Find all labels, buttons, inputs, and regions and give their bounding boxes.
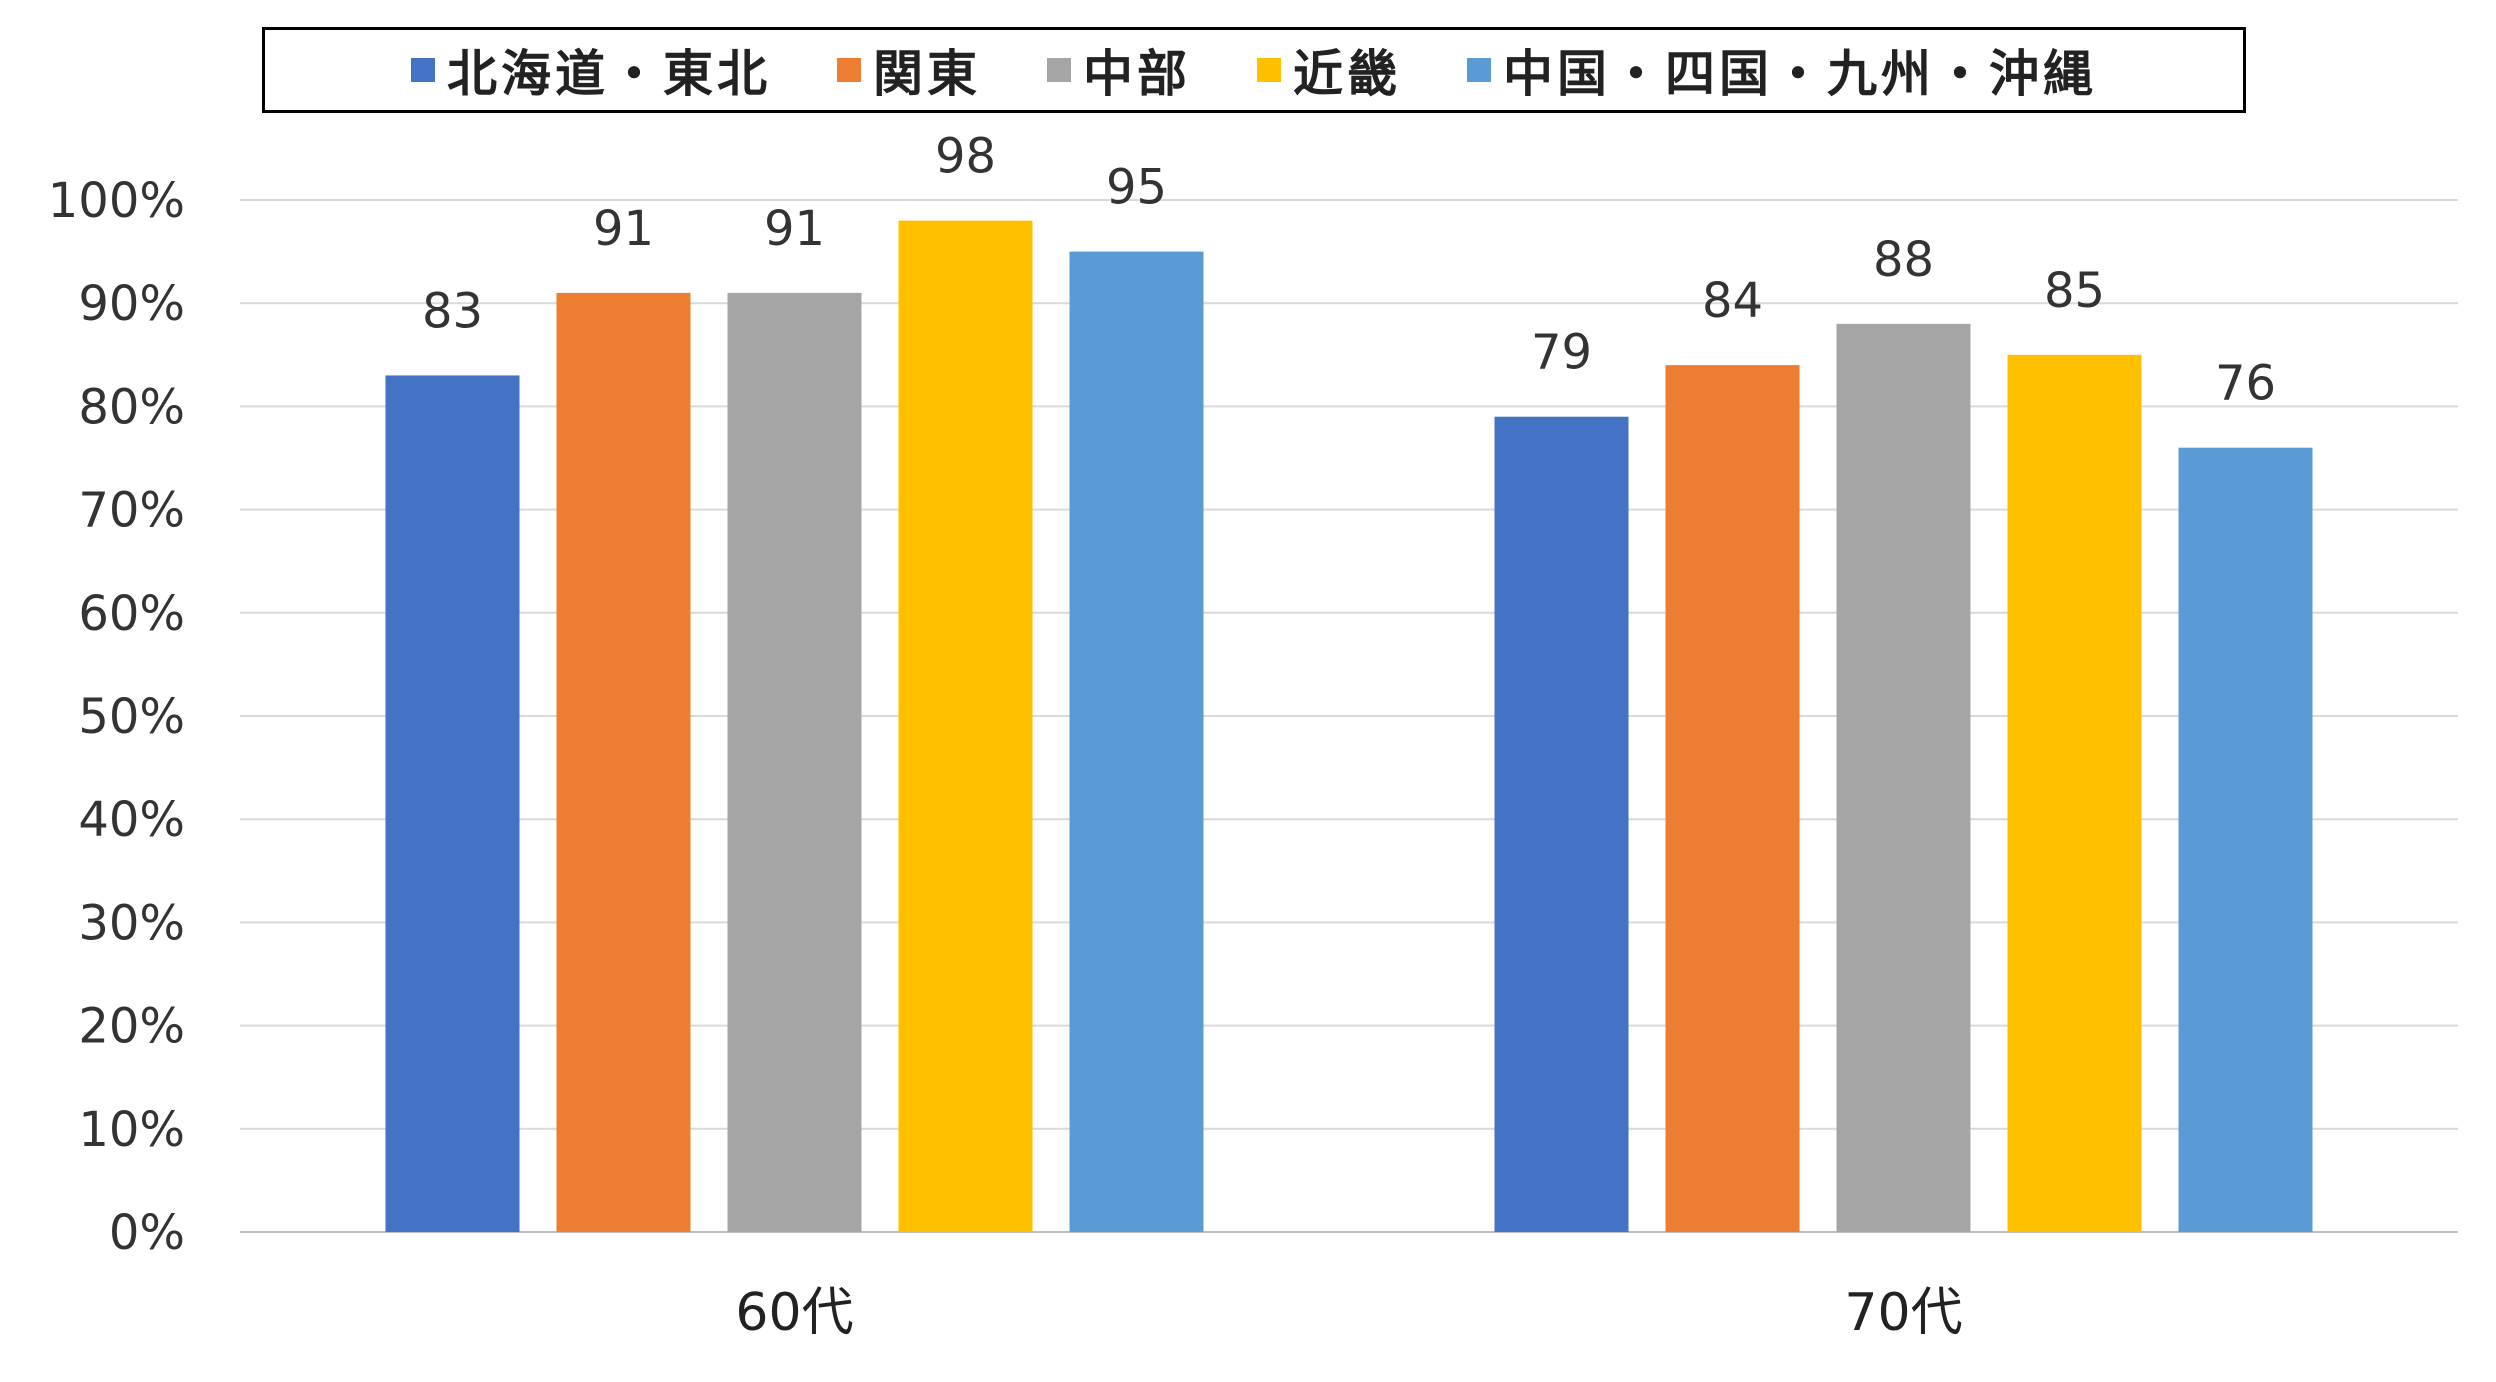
x-axis-categories: 60代 70代 [735, 1283, 1962, 1343]
data-labels: 83 91 91 98 95 79 84 88 85 76 [422, 129, 2276, 412]
y-tick-label: 10% [78, 1102, 185, 1158]
data-label: 98 [935, 129, 996, 185]
chart-legend: 北海道・東北 関東 中部 近畿 中国・四国・九州・沖縄 [262, 27, 2246, 113]
legend-item: 関東 [837, 34, 981, 106]
legend-item: 中部 [1047, 34, 1191, 106]
y-tick-label: 0% [109, 1205, 185, 1261]
legend-label: 中国・四国・九州・沖縄 [1503, 45, 2097, 103]
bar [727, 292, 862, 1232]
y-axis-ticks: 0% 10% 20% 30% 40% 50% 60% 70% 80% 90% 100% [48, 173, 185, 1261]
legend-swatch [1047, 58, 1071, 82]
bar [1069, 251, 1204, 1233]
data-label: 79 [1531, 325, 1592, 381]
bar [2007, 354, 2142, 1232]
y-tick-label: 30% [78, 895, 185, 951]
bar [385, 375, 520, 1232]
data-label: 91 [764, 201, 825, 257]
y-tick-label: 90% [78, 276, 185, 332]
y-tick-label: 100% [48, 173, 185, 229]
legend-item: 北海道・東北 [411, 34, 771, 106]
y-tick-label: 60% [78, 586, 185, 642]
legend-label: 関東 [873, 45, 981, 103]
data-label: 84 [1702, 273, 1763, 329]
legend-item: 近畿 [1257, 34, 1401, 106]
bar [1665, 365, 1800, 1232]
category-label: 70代 [1844, 1283, 1962, 1343]
y-tick-label: 50% [78, 689, 185, 745]
data-label: 95 [1106, 160, 1167, 216]
y-tick-label: 70% [78, 483, 185, 539]
legend-item: 中国・四国・九州・沖縄 [1467, 34, 2097, 106]
y-tick-label: 40% [78, 792, 185, 848]
data-label: 91 [593, 201, 654, 257]
bar [1836, 323, 1971, 1233]
category-label: 60代 [735, 1283, 853, 1343]
data-label: 85 [2044, 263, 2105, 319]
legend-swatch [411, 58, 435, 82]
legend-label: 北海道・東北 [447, 45, 771, 103]
data-label: 88 [1873, 232, 1934, 288]
bar [1494, 416, 1629, 1233]
data-label: 83 [422, 283, 483, 339]
legend-label: 近畿 [1293, 45, 1401, 103]
legend-swatch [837, 58, 861, 82]
bar [2178, 447, 2313, 1232]
bar [556, 292, 691, 1232]
y-tick-label: 20% [78, 999, 185, 1055]
y-tick-label: 80% [78, 379, 185, 435]
data-label: 76 [2215, 356, 2276, 412]
bar [898, 220, 1033, 1232]
legend-label: 中部 [1083, 45, 1191, 103]
legend-swatch [1257, 58, 1281, 82]
legend-swatch [1467, 58, 1491, 82]
bars [385, 220, 2313, 1233]
